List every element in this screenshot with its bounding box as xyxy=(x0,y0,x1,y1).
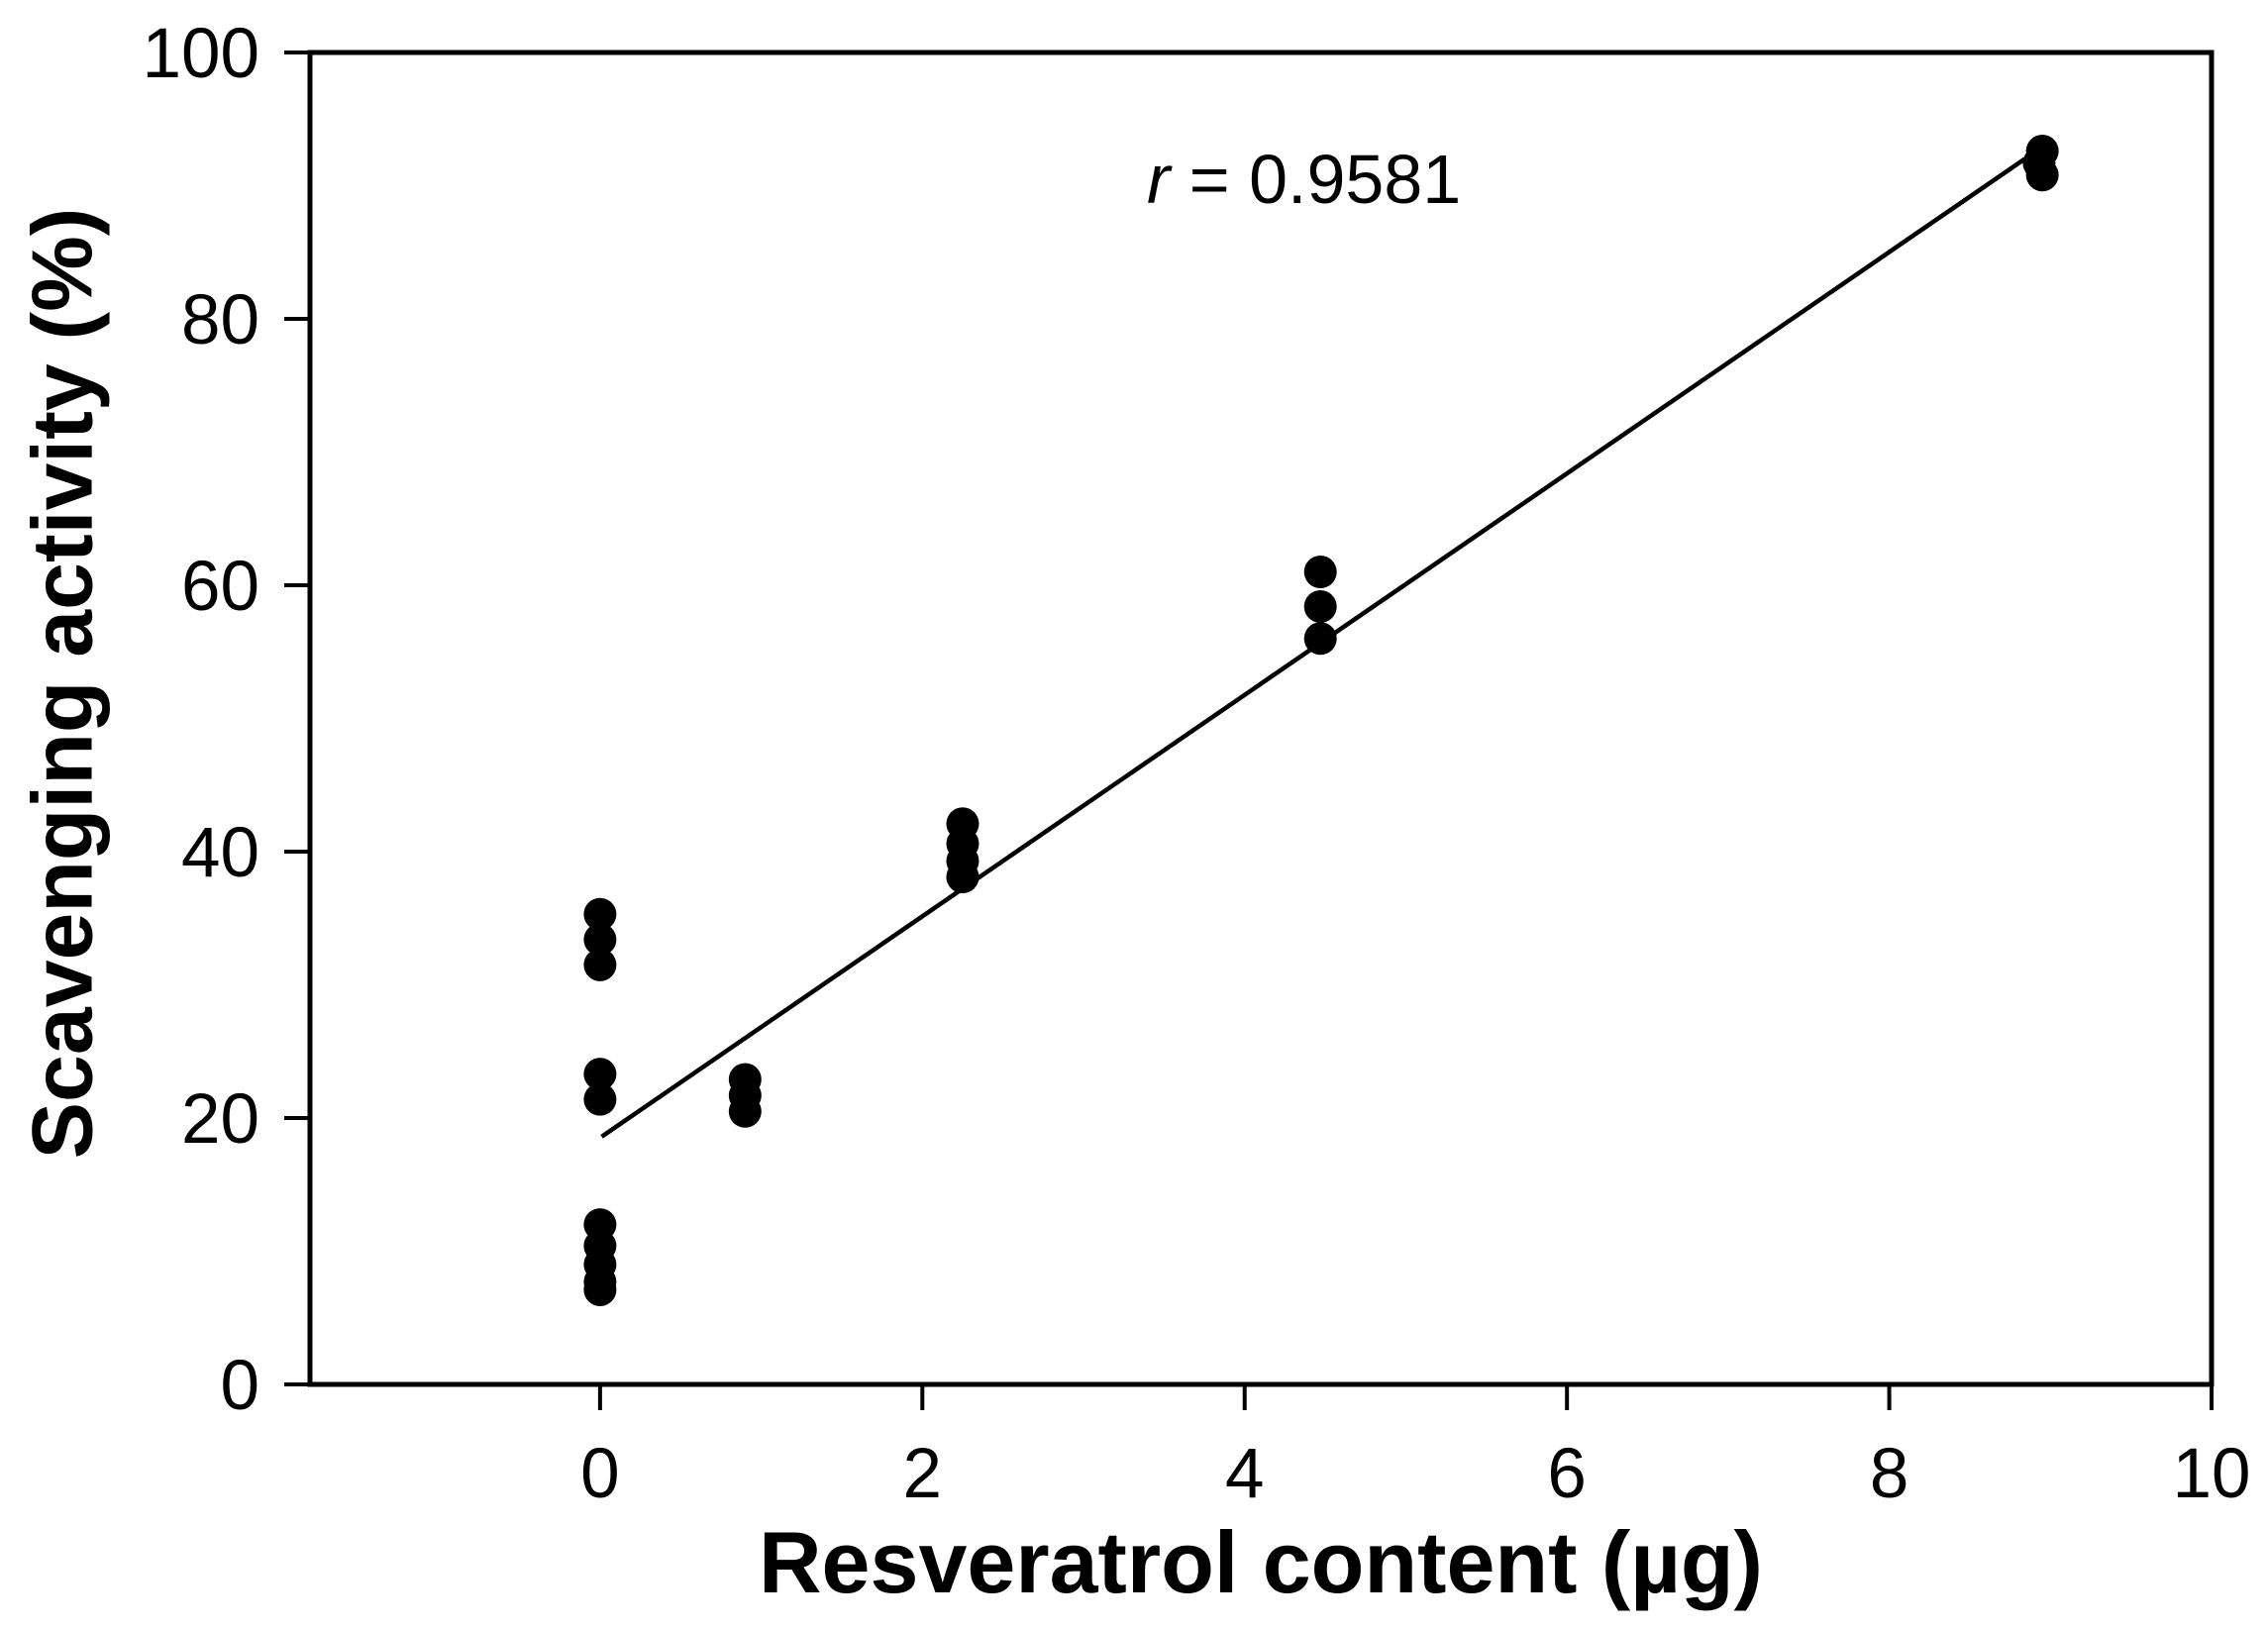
data-point xyxy=(583,897,617,931)
data-point xyxy=(1303,622,1337,656)
plot-frame xyxy=(307,50,2215,1387)
y-tick-label: 40 xyxy=(181,814,259,892)
data-point xyxy=(583,948,617,981)
y-tick-label: 100 xyxy=(143,15,259,93)
y-tick-label: 80 xyxy=(181,281,259,359)
x-axis-title: Resveratrol content (µg) xyxy=(759,1513,1763,1611)
data-point xyxy=(583,1082,617,1116)
y-tick-label: 20 xyxy=(181,1080,259,1159)
y-tick-label: 60 xyxy=(181,548,259,626)
x-tick-label: 8 xyxy=(1870,1435,1909,1513)
x-tick-label: 4 xyxy=(1225,1435,1265,1513)
data-point xyxy=(1303,590,1337,624)
data-point xyxy=(583,1058,617,1091)
y-tick-label: 0 xyxy=(221,1347,260,1425)
data-point xyxy=(728,1094,762,1128)
correlation-r-symbol: r xyxy=(1147,141,1171,218)
data-point xyxy=(946,861,979,894)
data-point xyxy=(583,923,617,957)
data-point xyxy=(2025,158,2059,192)
x-tick-label: 10 xyxy=(2173,1435,2251,1513)
x-tick-label: 6 xyxy=(1547,1435,1587,1513)
correlation-annotation: r = 0.9581 xyxy=(1147,145,1461,214)
correlation-value: = 0.9581 xyxy=(1170,141,1462,218)
data-point xyxy=(583,1273,617,1307)
x-tick-label: 2 xyxy=(903,1435,943,1513)
x-tick-label: 0 xyxy=(580,1435,620,1513)
y-axis-title: Scavenging activity (%) xyxy=(15,207,111,1160)
data-point xyxy=(1303,556,1337,589)
